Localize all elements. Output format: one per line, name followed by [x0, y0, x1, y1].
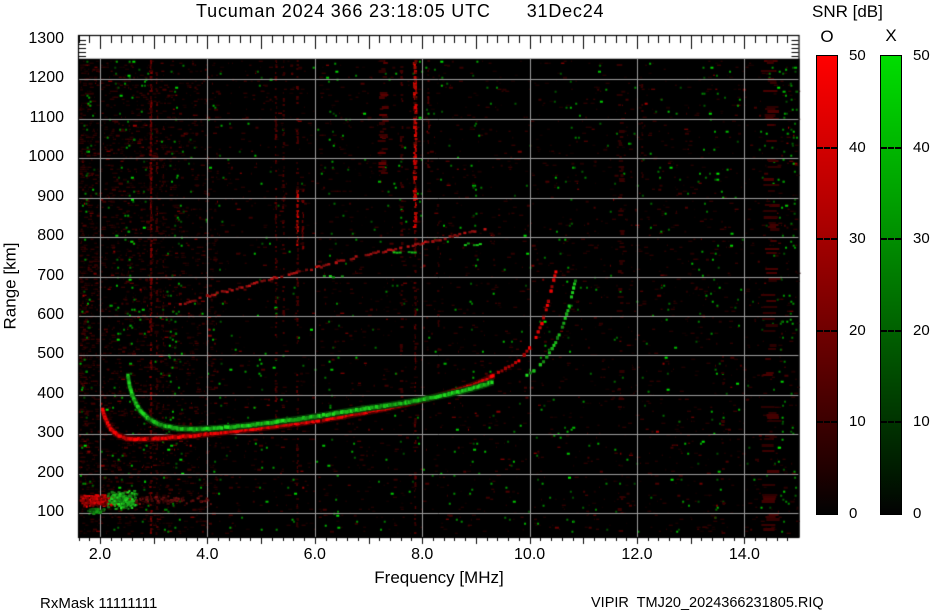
- colorbar-tick-label: 10: [849, 413, 866, 431]
- rxmask-text: RxMask 11111111: [40, 595, 158, 612]
- filename-text: VIPIR TMJ20_2024366231805.RIQ: [591, 595, 824, 611]
- y-tick-label: 1300: [28, 29, 64, 47]
- x-tick-label: 6.0: [303, 546, 326, 563]
- y-tick-label: 1000: [28, 148, 64, 166]
- colorbar-x-mode-label: X: [885, 26, 897, 45]
- colorbar-o-gradient: [816, 55, 838, 515]
- colorbar-tick-mark: [817, 421, 837, 424]
- colorbar-title: SNR [dB]: [812, 2, 883, 21]
- y-tick-label: 500: [37, 345, 64, 363]
- y-tick-label: 200: [37, 463, 64, 481]
- colorbar-tick-label: 40: [913, 138, 930, 156]
- colorbar-tick-label: 10: [913, 413, 930, 431]
- y-axis-title: Range [km]: [0, 242, 20, 330]
- colorbar-tick-mark: [881, 146, 901, 149]
- colorbar-o-mode-label: O: [820, 27, 834, 46]
- colorbar-tick-label: 0: [849, 505, 858, 522]
- colorbar-tick-label: 40: [849, 138, 866, 156]
- colorbar-tick-mark: [817, 238, 837, 241]
- y-tick-label: 400: [37, 384, 64, 402]
- title-station-time: Tucuman 2024 366 23:18:05 UTC: [196, 1, 491, 21]
- y-tick-label: 1200: [28, 69, 64, 87]
- colorbar-tick-mark: [817, 329, 837, 332]
- colorbar-tick-label: 20: [849, 321, 866, 339]
- title-date: 31Dec24: [526, 1, 605, 21]
- colorbar-tick-label: 50: [849, 47, 866, 64]
- colorbar-tick-label: 30: [849, 230, 866, 248]
- colorbar-tick-label: 20: [913, 321, 930, 339]
- x-tick-label: 14.0: [728, 546, 760, 563]
- plot-title: Tucuman 2024 366 23:18:05 UTC 31Dec24: [196, 1, 605, 22]
- y-tick-label: 800: [37, 227, 64, 245]
- colorbar-tick-label: 50: [913, 47, 930, 64]
- colorbar-tick-label: 0: [913, 505, 922, 522]
- y-tick-label: 600: [37, 306, 64, 323]
- colorbar-tick-mark: [881, 421, 901, 424]
- y-tick-label: 1100: [29, 108, 64, 126]
- y-tick-label: 100: [37, 503, 64, 521]
- colorbar-x-gradient: [880, 55, 902, 515]
- y-tick-label: 700: [37, 266, 64, 284]
- x-tick-label: 8.0: [411, 546, 434, 563]
- colorbar-tick-mark: [881, 238, 901, 241]
- x-tick-label: 12.0: [621, 546, 653, 563]
- y-tick-label: 900: [37, 187, 64, 205]
- x-tick-label: 10.0: [514, 546, 546, 563]
- colorbar-tick-mark: [817, 146, 837, 149]
- colorbar-tick-mark: [881, 329, 901, 332]
- colorbar-tick-label: 30: [913, 230, 930, 248]
- x-tick-label: 2.0: [88, 546, 112, 563]
- y-tick-label: 300: [37, 424, 64, 442]
- x-axis-title: Frequency [MHz]: [374, 568, 504, 587]
- x-tick-label: 4.0: [196, 546, 219, 563]
